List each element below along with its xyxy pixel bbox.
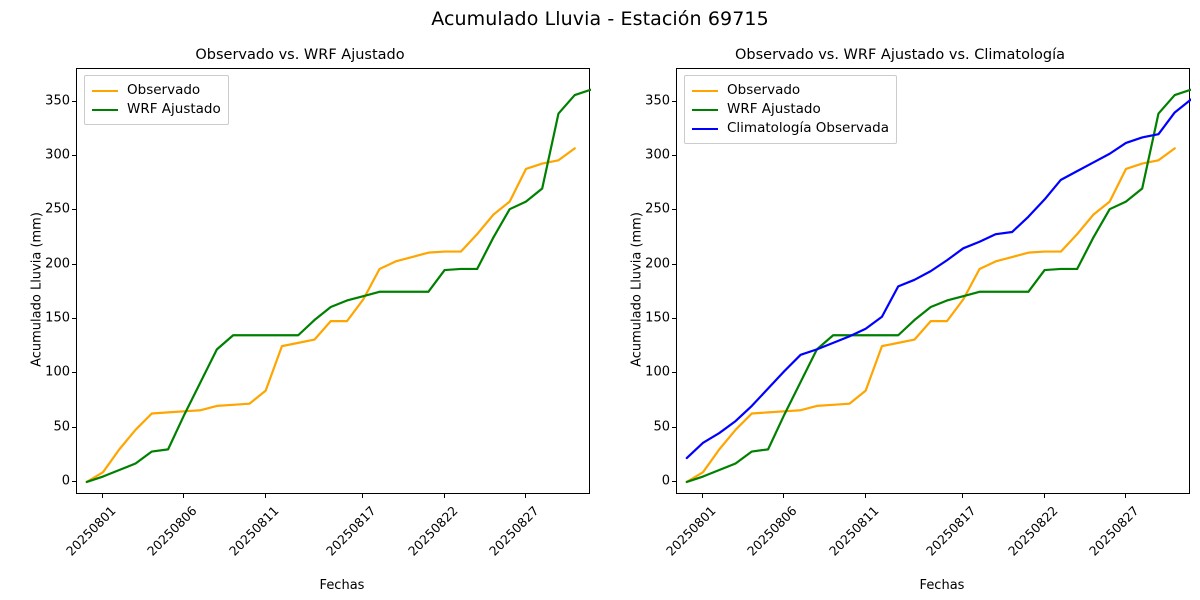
x-tick-mark: [102, 494, 104, 498]
x-tick-mark: [702, 494, 704, 498]
y-tick-label: 200: [45, 256, 70, 272]
y-tick-mark: [72, 154, 76, 157]
y-tick-label: 100: [645, 364, 670, 380]
x-tick-mark: [362, 494, 364, 498]
legend-1[interactable]: Observado WRF Ajustado Climatología Observ…: [684, 75, 897, 144]
plot-area-1: [676, 68, 1191, 494]
y-tick-label: 250: [45, 201, 70, 217]
legend-swatch-icon: [92, 108, 118, 111]
y-tick-label: 50: [53, 419, 70, 435]
y-tick-mark: [72, 426, 76, 428]
figure-title: Acumulado Lluvia - Estación 69715: [431, 8, 769, 30]
y-tick-label: 150: [45, 310, 70, 326]
series-line-wrf-ajustado: [685, 88, 1191, 484]
y-tick-mark: [72, 480, 76, 483]
y-tick-label: 300: [645, 147, 670, 163]
legend-item-climatolog-a-observada[interactable]: Climatología Observada: [692, 119, 889, 138]
y-tick-mark: [72, 263, 76, 265]
y-tick-mark: [72, 372, 76, 374]
y-tick-mark: [672, 209, 676, 211]
y-tick-mark: [72, 209, 76, 211]
legend-0[interactable]: Observado WRF Ajustado: [84, 75, 229, 125]
x-axis-label-0: Fechas: [319, 578, 365, 593]
y-tick-label: 0: [661, 473, 670, 489]
x-tick-mark: [1124, 494, 1127, 498]
x-tick-mark: [183, 494, 185, 498]
y-tick-mark: [672, 154, 676, 157]
x-tick-mark: [783, 494, 785, 498]
y-tick-label: 50: [653, 419, 670, 435]
x-tick-label: 20250806: [744, 503, 800, 559]
legend-swatch-icon: [692, 108, 718, 111]
y-tick-mark: [672, 426, 676, 428]
legend-swatch-icon: [692, 127, 718, 130]
y-tick-mark: [672, 100, 676, 102]
x-tick-mark: [264, 494, 266, 498]
chart-canvas-0: [85, 88, 591, 484]
y-axis-label-0: Acumulado Lluvia (mm): [29, 212, 45, 367]
x-tick-mark: [864, 494, 866, 498]
series-line-wrf-ajustado: [85, 88, 591, 484]
legend-label: Observado: [727, 82, 801, 98]
legend-item-wrf-ajustado[interactable]: WRF Ajustado: [692, 100, 889, 119]
panel-title-0: Observado vs. WRF Ajustado: [195, 47, 405, 63]
x-tick-label: 20250801: [663, 503, 719, 559]
y-tick-label: 350: [45, 93, 70, 109]
y-tick-label: 200: [645, 256, 670, 272]
x-tick-label: 20250806: [144, 503, 200, 559]
y-tick-label: 150: [645, 310, 670, 326]
x-tick-label: 20250801: [63, 503, 119, 559]
plot-area-0: [76, 68, 591, 494]
panel-observado-wrf: Observado vs. WRF Ajustado Acumulado Llu…: [29, 47, 591, 593]
x-tick-mark: [1043, 494, 1045, 498]
y-tick-label: 0: [61, 473, 70, 489]
legend-item-observado[interactable]: Observado: [92, 81, 221, 100]
y-tick-label: 250: [645, 201, 670, 217]
y-tick-mark: [672, 480, 676, 483]
legend-label: WRF Ajustado: [727, 101, 821, 117]
legend-label: Observado: [127, 82, 201, 98]
x-tick-mark: [962, 494, 964, 498]
y-tick-mark: [672, 263, 676, 265]
y-tick-mark: [672, 317, 676, 320]
legend-label: Climatología Observada: [727, 120, 889, 136]
legend-label: WRF Ajustado: [127, 101, 221, 117]
legend-swatch-icon: [92, 89, 118, 92]
y-tick-mark: [72, 317, 76, 320]
series-line-climatolog-a-observada: [685, 98, 1191, 460]
y-tick-mark: [672, 372, 676, 374]
panel-observado-wrf-clima: Observado vs. WRF Ajustado vs. Climatolo…: [600, 0, 1200, 600]
panel-title-1: Observado vs. WRF Ajustado vs. Climatolo…: [735, 47, 1065, 63]
y-tick-label: 100: [45, 364, 70, 380]
chart-canvas-1: [685, 88, 1191, 484]
x-tick-label: 20250827: [485, 503, 542, 559]
legend-item-observado[interactable]: Observado: [692, 81, 889, 100]
y-tick-label: 350: [645, 93, 670, 109]
x-tick-mark: [443, 494, 445, 498]
legend-swatch-icon: [692, 89, 718, 92]
series-line-observado: [85, 147, 576, 484]
x-axis-label-1: Fechas: [919, 578, 965, 593]
x-tick-mark: [524, 494, 527, 498]
y-axis-label-1: Acumulado Lluvia (mm): [629, 212, 645, 367]
y-tick-mark: [72, 100, 76, 102]
x-tick-label: 20250827: [1085, 503, 1142, 559]
legend-item-wrf-ajustado[interactable]: WRF Ajustado: [92, 100, 221, 119]
y-tick-label: 300: [45, 147, 70, 163]
series-line-observado: [685, 147, 1176, 484]
